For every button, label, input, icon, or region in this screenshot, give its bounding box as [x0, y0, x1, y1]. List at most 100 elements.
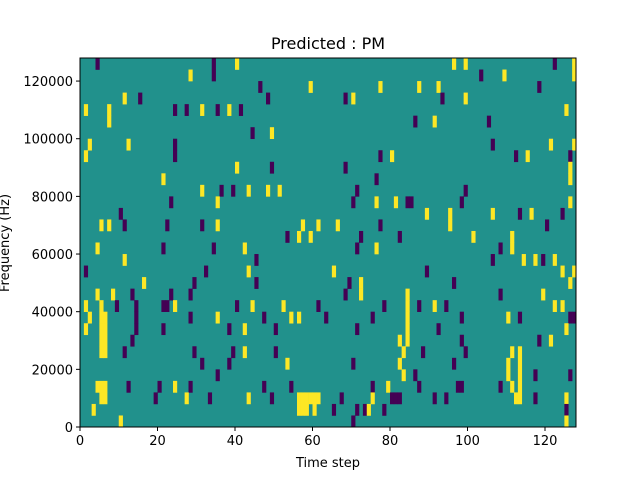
heatmap-cell-low	[572, 311, 577, 324]
heatmap-cell-high	[227, 104, 232, 116]
heatmap-cell-low	[173, 150, 178, 163]
x-tick-label: 0	[76, 434, 84, 449]
heatmap-cell-high	[122, 92, 127, 105]
heatmap-cell-high	[83, 323, 89, 336]
heatmap-cell-low	[459, 334, 464, 347]
heatmap-cell-high	[312, 403, 317, 416]
heatmap-cell-high	[506, 357, 511, 370]
heatmap-cell-high	[87, 138, 92, 151]
heatmap-cell-high	[386, 380, 391, 393]
heatmap-cell-high	[297, 230, 302, 243]
x-tick-label: 40	[227, 434, 244, 449]
heatmap-cell-high	[517, 346, 523, 359]
heatmap-cell-high	[304, 392, 309, 405]
heatmap-cell-high	[173, 300, 178, 312]
heatmap-cell-high	[316, 392, 321, 405]
heatmap-cell-high	[103, 323, 108, 336]
heatmap-cell-high	[103, 311, 108, 324]
heatmap-cell-high	[103, 346, 108, 359]
heatmap-cell-high	[289, 311, 294, 324]
heatmap-cell-low	[568, 311, 573, 324]
heatmap-cell-low	[409, 196, 414, 209]
heatmap-cell-high	[432, 115, 437, 128]
heatmap-cell-high	[285, 357, 290, 370]
heatmap-cell-low	[459, 380, 464, 393]
heatmap-cell-low	[351, 196, 356, 209]
heatmap-cell-low	[83, 265, 89, 278]
heatmap-cell-low	[370, 311, 375, 324]
heatmap-cell-high	[572, 58, 577, 70]
heatmap-cell-low	[359, 230, 364, 243]
heatmap-cell-low	[165, 219, 170, 232]
heatmap-cell-low	[238, 104, 244, 116]
heatmap-cell-high	[401, 369, 406, 382]
heatmap-cell-low	[188, 288, 193, 301]
heatmap-cell-high	[269, 127, 275, 140]
heatmap-cell-high	[235, 58, 240, 70]
heatmap-cell-low	[254, 254, 259, 266]
heatmap-cell-low	[126, 380, 131, 393]
heatmap-cell-high	[378, 81, 383, 93]
heatmap-cell-low	[153, 392, 158, 405]
heatmap-cell-low	[258, 81, 263, 93]
heatmap-cell-high	[514, 392, 519, 405]
heatmap-cell-high	[568, 277, 573, 289]
heatmap-cell-low	[266, 92, 271, 105]
heatmap-cell-low	[316, 300, 321, 312]
heatmap-cell-low	[169, 288, 174, 301]
heatmap-cell-low	[421, 346, 426, 359]
heatmap-cell-high	[335, 219, 340, 232]
heatmap-cell-high	[510, 346, 515, 359]
heatmap-cell-low	[564, 403, 569, 416]
heatmap-cell-low	[436, 323, 441, 336]
heatmap-cell-low	[269, 161, 275, 174]
heatmap-cell-high	[99, 346, 104, 359]
heatmap-cell-high	[99, 334, 104, 347]
heatmap-cell-high	[390, 150, 395, 163]
heatmap-cell-low	[463, 184, 468, 197]
heatmap-cell-high	[173, 380, 178, 393]
heatmap-cell-high	[304, 403, 309, 416]
heatmap-cell-low	[184, 104, 189, 116]
heatmap-cell-low	[211, 242, 216, 255]
heatmap-cell-high	[300, 219, 306, 232]
y-tick-label: 80000	[32, 190, 73, 205]
heatmap-cell-high	[366, 403, 371, 416]
heatmap-cell-high	[308, 230, 313, 243]
heatmap-cell-low	[339, 392, 344, 405]
heatmap-cell-low	[355, 184, 360, 197]
heatmap-cell-high	[405, 334, 410, 347]
heatmap-cell-high	[99, 323, 104, 336]
heatmap-cell-low	[413, 369, 418, 382]
heatmap-cell-high	[99, 300, 104, 312]
heatmap-cell-high	[103, 392, 108, 405]
heatmap-cell-high	[436, 81, 441, 93]
heatmap-cell-high	[316, 219, 321, 232]
heatmap-cell-high	[510, 380, 515, 393]
heatmap-cell-high	[242, 323, 247, 336]
heatmap-cell-high	[548, 334, 554, 347]
heatmap-cell-high	[471, 230, 476, 243]
heatmap-cell-low	[444, 392, 449, 405]
heatmap-cell-low	[215, 369, 220, 382]
heatmap-cell-high	[564, 323, 569, 336]
heatmap-cell-low	[459, 196, 464, 209]
heatmap-cell-high	[564, 415, 569, 428]
heatmap-cell-high	[405, 323, 410, 336]
heatmap-cell-low	[351, 357, 356, 370]
heatmap-cell-low	[378, 219, 383, 232]
heatmap-cell-low	[378, 150, 383, 163]
y-axis-ticks: 0 20000 40000 60000 80000 100000 120000	[23, 75, 80, 436]
heatmap-cell-high	[331, 265, 337, 278]
heatmap-cell-high	[215, 196, 220, 209]
heatmap-cell-low	[343, 161, 348, 174]
heatmap-cell-high	[215, 219, 220, 232]
heatmap-cell-high	[83, 104, 89, 116]
heatmap-cell-low	[479, 69, 484, 82]
heatmap-cell-high	[161, 173, 166, 186]
heatmap-cell-high	[99, 392, 104, 405]
heatmap-cell-high	[107, 115, 112, 128]
heatmap-cell-low	[382, 403, 387, 416]
heatmap-cell-low	[417, 300, 422, 312]
heatmap-cell-low	[390, 392, 395, 405]
